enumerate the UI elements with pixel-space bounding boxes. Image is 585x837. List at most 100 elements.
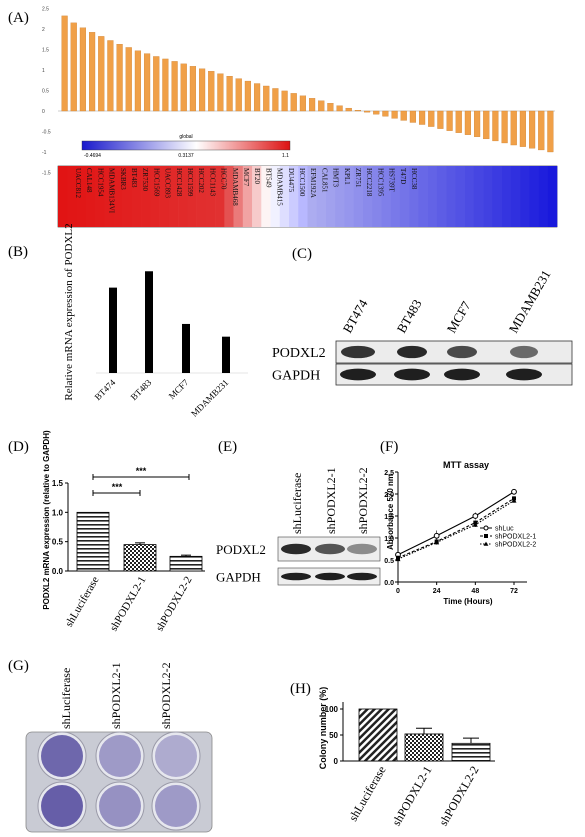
panel-a-bar [125, 47, 132, 112]
panel-c-lane-label: BT483 [394, 297, 425, 336]
panel-a-heat-label: EFM192A [309, 168, 317, 198]
panel-a-bar [418, 110, 426, 125]
panel-a-heat-cell [316, 166, 327, 227]
panel-a-heat-cell [150, 166, 160, 227]
panel-a-bar [501, 110, 508, 144]
panel-a-heat-cell [390, 166, 401, 227]
panel-a-heat-cell [529, 166, 539, 227]
panel-c-lane-label: MCF7 [444, 298, 474, 335]
panel-a-bar [400, 110, 407, 121]
panel-b-tick-label: BT483 [129, 377, 154, 402]
panel-a-bar [510, 110, 517, 146]
panel-a-heat-cell [159, 166, 170, 227]
panel-f-point [433, 532, 440, 539]
panel-f-x-tick-label: 48 [471, 588, 479, 595]
panel-a-y-tick: 0 [42, 109, 45, 115]
panel-a-heat-cell [205, 166, 216, 227]
panel-f-y-tick-label: 0.0 [384, 580, 394, 587]
panel-d-tick-label: shPODXL2-1 [108, 575, 149, 634]
panel-a-heat-label: MDAMB134VI [108, 168, 116, 214]
panel-a-bar [153, 56, 160, 112]
panel-h-bar [451, 742, 491, 762]
panel-h-bar [358, 708, 398, 762]
panel-a-y-tick: 1 [42, 68, 45, 74]
panel-a-y-tick: -1 [42, 150, 47, 156]
panel-f-point [472, 513, 479, 519]
panel-g-lane-label: shLuciferase [59, 668, 73, 729]
panel-e-band [315, 543, 345, 555]
panel-f-y-tick-label: 2.0 [384, 492, 394, 499]
panel-a-heat-label: HCC1569 [152, 168, 160, 197]
panel-g-colonies [99, 735, 141, 777]
panel-e-lane-label: shLuciferase [290, 473, 304, 534]
panel-b-tick-label: MDAMB231 [189, 377, 230, 418]
panel-a-heat-cell [510, 166, 521, 227]
panel-a-heat-cell [446, 166, 456, 227]
panel-a-bar [253, 83, 261, 112]
panel-a-heat-cell [483, 166, 493, 227]
panel-a-heat-label: MDAMB468 [231, 168, 239, 206]
panel-a-bar [318, 100, 325, 112]
panel-a-heat-cell [344, 166, 355, 227]
panel-a-heat-label: DU4475 [287, 168, 295, 193]
panel-c-label: (C) [292, 246, 312, 262]
panel-a-bar [61, 15, 68, 112]
panel-d-tick-label: shPODXL2-2 [154, 575, 195, 634]
panel-a-heat-cell [520, 166, 530, 227]
panel-a-heat-cell [418, 166, 428, 227]
panel-a-bar [547, 110, 554, 153]
panel-a-heat-cell [325, 166, 336, 227]
panel-f-xlabel: Time (Hours) [443, 597, 493, 606]
panel-d-y-tick-label: 1.0 [52, 508, 64, 517]
panel-a-bar [363, 110, 371, 113]
panel-a-bar [263, 85, 270, 112]
panel-a-bar [217, 73, 224, 112]
panel-a-colorbar [81, 140, 291, 151]
panel-h-bar [404, 733, 444, 762]
panel-a-bar [327, 103, 334, 112]
panel-a-heat-label: KPL1 [343, 168, 351, 185]
panel-a-bar [198, 68, 206, 112]
panel-a-heat-label: UACC812 [74, 168, 82, 198]
panel-f-legend-marker [483, 541, 489, 546]
panel-a-bar [354, 110, 362, 112]
panel-a-y-tick: 2 [42, 27, 45, 33]
panel-a-bar [455, 110, 462, 133]
panel-a-heat-label: HCC1500 [298, 168, 306, 197]
panel-a-y-tick: -0.5 [42, 130, 51, 136]
panel-d-sig-label: *** [136, 466, 147, 476]
panel-f-point [511, 498, 517, 503]
panel-c-band [340, 368, 376, 381]
panel-a-heat-cell [464, 166, 475, 227]
panel-a-heat-label: BT549 [264, 168, 272, 188]
panel-a-heat-cell [492, 166, 502, 227]
panel-f-ylabel: Absorbance 570 nm [386, 474, 395, 550]
panel-a-heat-cell [409, 166, 419, 227]
panel-a-heat-cell [261, 166, 271, 227]
panel-a-heat-label: HCC1143 [208, 168, 216, 197]
panel-a-heat-cell [233, 166, 244, 227]
panel-c-band [506, 368, 542, 381]
panel-a-heat-label: MCF7 [242, 168, 250, 187]
panel-d-tick-label: shLuciferase [63, 574, 102, 629]
panel-a-heat-cell [58, 166, 68, 227]
panel-c-blot: BT474 BT483 MCF7 MDAMB231 PODXL2 GAPDH [272, 267, 573, 386]
panel-a-bar [189, 66, 197, 112]
panel-f-point [395, 556, 401, 562]
panel-a-heat-cell [279, 166, 290, 227]
panel-a-colorbar-tick-high: 1.1 [282, 153, 289, 159]
panel-a-bar [538, 110, 545, 151]
panel-a-bar [437, 110, 444, 129]
panel-a-y-tick: 0.5 [42, 89, 49, 95]
panel-a-bar [409, 110, 417, 123]
panel-a-heat-cell [178, 166, 188, 227]
panel-e-row-label: GAPDH [216, 570, 261, 585]
panel-a-bar [391, 110, 398, 119]
panel-a-bar [373, 110, 380, 115]
panel-g-lane-label: shPODXL2-2 [159, 662, 173, 729]
panel-a-heat-cell [168, 166, 179, 227]
panel-a-bar [308, 98, 316, 112]
panel-a-heat-cell [270, 166, 281, 227]
panel-c-band [394, 368, 430, 381]
panel-d-bar [76, 511, 110, 572]
